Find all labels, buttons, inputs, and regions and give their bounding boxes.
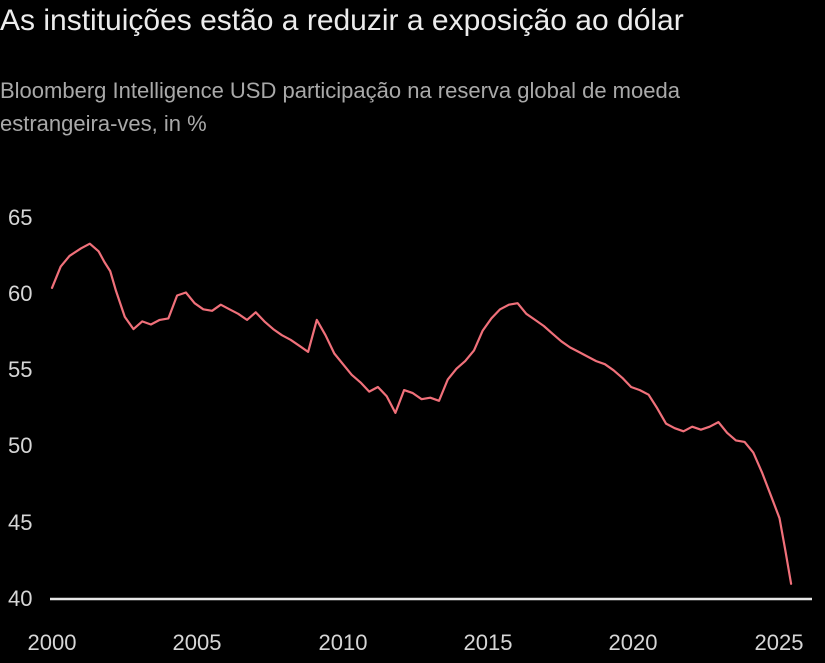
x-tick-label: 2000 [28, 630, 77, 655]
chart-subtitle: Bloomberg Intelligence USD participação … [0, 78, 680, 136]
y-axis: 40 45 50 55 60 65 [8, 205, 32, 611]
y-tick-label: 55 [8, 357, 32, 382]
chart-title: As instituições estão a reduzir a exposi… [0, 4, 684, 37]
y-tick-label: 50 [8, 433, 32, 458]
y-tick-label: 65 [8, 205, 32, 230]
x-tick-label: 2015 [464, 630, 513, 655]
x-tick-label: 2025 [755, 630, 804, 655]
y-tick-label: 45 [8, 510, 32, 535]
x-tick-label: 2005 [173, 630, 222, 655]
x-tick-label: 2020 [609, 630, 658, 655]
y-tick-label: 40 [8, 586, 32, 611]
x-tick-label: 2010 [319, 630, 368, 655]
y-tick-label: 60 [8, 281, 32, 306]
series-line-usd-share [50, 242, 793, 585]
x-axis: 2000 2005 2010 2015 2020 2025 [28, 630, 804, 655]
